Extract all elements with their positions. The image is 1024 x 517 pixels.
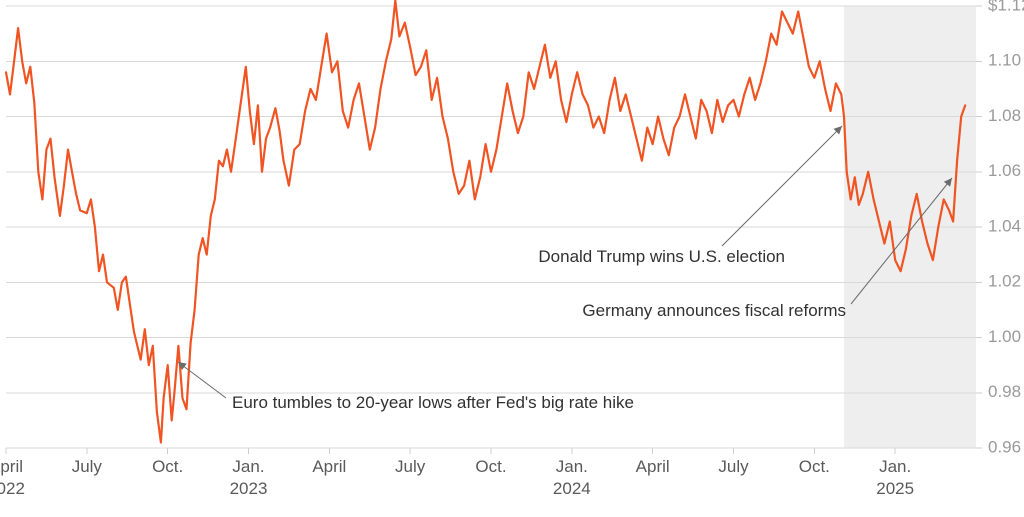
x-axis-label: April [636, 457, 670, 476]
y-axis-label: 1.04 [988, 216, 1021, 235]
x-axis-label: July [718, 457, 749, 476]
x-axis-label: Oct. [799, 457, 830, 476]
series-line-eurusd [6, 1, 965, 443]
annotation-text: Germany announces fiscal reforms [582, 301, 846, 320]
x-axis-year-label: 2022 [0, 479, 25, 498]
x-axis-label: July [395, 457, 426, 476]
annotation-text: Euro tumbles to 20-year lows after Fed's… [232, 393, 634, 412]
x-axis-label: Jan. [879, 457, 911, 476]
x-axis-label: Oct. [152, 457, 183, 476]
x-axis-label: July [72, 457, 103, 476]
x-axis-label: Jan. [232, 457, 264, 476]
eurusd-line-chart: 0.96 0.98 1.00 1.02 1.04 1.06 1.08 1.10 $1.12 Apr… [0, 0, 1024, 517]
x-axis-year-label: 2024 [553, 479, 591, 498]
y-axis-label: 1.08 [988, 106, 1021, 125]
y-axis-label: 1.10 [988, 51, 1021, 70]
y-axis-label: 1.06 [988, 161, 1021, 180]
x-axis-year-label: 2023 [230, 479, 268, 498]
y-axis-label: $1.12 [988, 0, 1024, 14]
x-axis-label: Jan. [556, 457, 588, 476]
annotation-text: Donald Trump wins U.S. election [538, 247, 785, 266]
x-axis-label: April [312, 457, 346, 476]
y-axis-label: 1.02 [988, 272, 1021, 291]
x-axis-label: April [0, 457, 23, 476]
x-axis-label: Oct. [475, 457, 506, 476]
y-axis-label: 0.96 [988, 437, 1021, 456]
x-axis-year-label: 2025 [876, 479, 914, 498]
y-axis-label: 1.00 [988, 327, 1021, 346]
chart-svg: 0.96 0.98 1.00 1.02 1.04 1.06 1.08 1.10 $1.12 Apr… [0, 0, 1024, 517]
y-axis-label: 0.98 [988, 382, 1021, 401]
annotation-arrow [722, 126, 842, 246]
